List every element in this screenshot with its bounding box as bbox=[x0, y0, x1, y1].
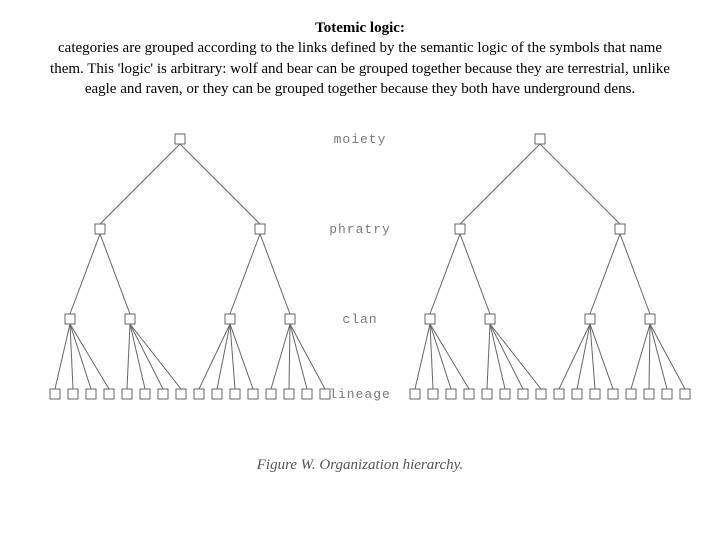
tree-edge bbox=[415, 324, 430, 389]
tree-node bbox=[68, 389, 78, 399]
tree-edge bbox=[130, 324, 163, 389]
tree-node bbox=[644, 389, 654, 399]
tree-node bbox=[410, 389, 420, 399]
tree-edge bbox=[430, 324, 433, 389]
tree-node bbox=[645, 314, 655, 324]
tree-svg: moiety phratry clan lineage bbox=[0, 109, 720, 419]
tree-edge bbox=[70, 324, 91, 389]
tree-edge bbox=[577, 324, 590, 389]
tree-edge bbox=[260, 234, 290, 314]
tree-node bbox=[176, 389, 186, 399]
tree-edge bbox=[217, 324, 230, 389]
tree-edge bbox=[70, 234, 100, 314]
tree-node bbox=[536, 389, 546, 399]
tree-node bbox=[225, 314, 235, 324]
tree-edge bbox=[620, 234, 650, 314]
tree-edge bbox=[199, 324, 230, 389]
tree-node bbox=[212, 389, 222, 399]
tree-node bbox=[425, 314, 435, 324]
tree-node bbox=[535, 134, 545, 144]
tree-node bbox=[482, 389, 492, 399]
level-label: clan bbox=[342, 312, 377, 327]
tree-node bbox=[615, 224, 625, 234]
description-paragraph: categories are grouped according to the … bbox=[50, 40, 670, 97]
tree-node bbox=[248, 389, 258, 399]
tree-node bbox=[125, 314, 135, 324]
tree-edge bbox=[100, 144, 180, 224]
tree-edge bbox=[590, 234, 620, 314]
tree-edge bbox=[460, 144, 540, 224]
level-label: lineage bbox=[329, 387, 391, 402]
tree-node bbox=[65, 314, 75, 324]
tree-node bbox=[122, 389, 132, 399]
tree-node bbox=[428, 389, 438, 399]
tree-node bbox=[284, 389, 294, 399]
tree-node bbox=[590, 389, 600, 399]
tree-edge bbox=[631, 324, 650, 389]
tree-node bbox=[140, 389, 150, 399]
tree-node bbox=[626, 389, 636, 399]
tree-node bbox=[175, 134, 185, 144]
tree-node bbox=[662, 389, 672, 399]
tree-edge bbox=[649, 324, 650, 389]
tree-node bbox=[194, 389, 204, 399]
tree-node bbox=[95, 224, 105, 234]
level-label: phratry bbox=[329, 222, 391, 237]
tree-edge bbox=[490, 324, 523, 389]
tree-edge bbox=[590, 324, 613, 389]
tree-edge bbox=[70, 324, 73, 389]
tree-edge bbox=[100, 234, 130, 314]
level-label: moiety bbox=[334, 132, 387, 147]
tree-edge bbox=[55, 324, 70, 389]
tree-node bbox=[50, 389, 60, 399]
tree-edge bbox=[430, 324, 469, 389]
tree-edge bbox=[289, 324, 290, 389]
tree-node bbox=[518, 389, 528, 399]
tree-edge bbox=[650, 324, 667, 389]
tree-edge bbox=[180, 144, 260, 224]
tree-node bbox=[446, 389, 456, 399]
tree-node bbox=[680, 389, 690, 399]
tree-node bbox=[230, 389, 240, 399]
tree-node bbox=[485, 314, 495, 324]
hierarchy-diagram: moiety phratry clan lineage bbox=[0, 109, 720, 449]
tree-edge bbox=[230, 234, 260, 314]
tree-edge bbox=[540, 144, 620, 224]
tree-node bbox=[572, 389, 582, 399]
tree-edge bbox=[230, 324, 253, 389]
header-block: Totemic logic: categories are grouped ac… bbox=[0, 0, 720, 109]
tree-edge bbox=[559, 324, 590, 389]
tree-node bbox=[255, 224, 265, 234]
tree-edge bbox=[290, 324, 325, 389]
title: Totemic logic: bbox=[315, 20, 405, 36]
tree-edge bbox=[70, 324, 109, 389]
tree-node bbox=[285, 314, 295, 324]
tree-node bbox=[464, 389, 474, 399]
tree-node bbox=[500, 389, 510, 399]
tree-node bbox=[266, 389, 276, 399]
tree-node bbox=[455, 224, 465, 234]
tree-node bbox=[86, 389, 96, 399]
tree-edge bbox=[271, 324, 290, 389]
tree-edge bbox=[460, 234, 490, 314]
figure-caption: Figure W. Organization hierarchy. bbox=[0, 449, 720, 474]
tree-edge bbox=[127, 324, 130, 389]
tree-edge bbox=[290, 324, 307, 389]
tree-edge bbox=[590, 324, 595, 389]
tree-node bbox=[302, 389, 312, 399]
tree-edge bbox=[487, 324, 490, 389]
tree-node bbox=[554, 389, 564, 399]
tree-edge bbox=[650, 324, 685, 389]
tree-node bbox=[585, 314, 595, 324]
tree-edge bbox=[430, 234, 460, 314]
tree-edge bbox=[430, 324, 451, 389]
tree-edge bbox=[230, 324, 235, 389]
tree-node bbox=[104, 389, 114, 399]
tree-node bbox=[158, 389, 168, 399]
tree-node bbox=[608, 389, 618, 399]
